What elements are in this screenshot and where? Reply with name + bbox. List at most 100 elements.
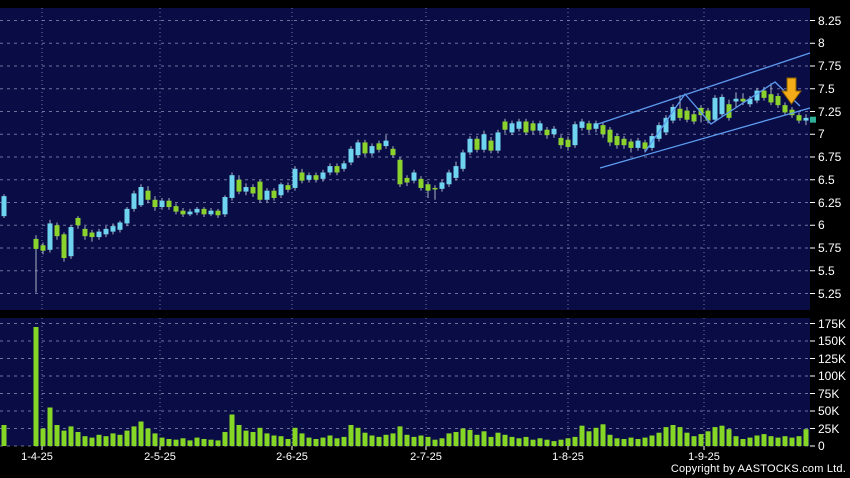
volume-tick-label: 100K bbox=[818, 369, 847, 383]
candle-down bbox=[768, 94, 774, 103]
candle-down bbox=[677, 108, 683, 118]
candle-up bbox=[537, 123, 543, 131]
candle-up bbox=[509, 123, 515, 133]
channel-upper-trendline bbox=[597, 52, 811, 125]
volume-bar bbox=[117, 434, 123, 446]
date-label: 1-8-25 bbox=[552, 451, 584, 463]
price-tick-label: 6.75 bbox=[818, 150, 842, 164]
candle-down bbox=[397, 159, 403, 185]
volume-bar bbox=[54, 425, 60, 446]
volume-bar bbox=[544, 439, 550, 446]
candle-down bbox=[166, 200, 172, 208]
volume-bar bbox=[292, 427, 298, 446]
candle-down bbox=[530, 123, 536, 131]
volume-bar bbox=[537, 438, 543, 446]
volume-bar bbox=[572, 436, 578, 446]
price-tick-label: 8.25 bbox=[818, 13, 842, 28]
volume-bar bbox=[257, 427, 263, 446]
volume-bar bbox=[495, 432, 501, 446]
volume-bar bbox=[313, 439, 319, 446]
candle-up bbox=[278, 184, 284, 196]
candle-up bbox=[439, 182, 445, 189]
candle-up bbox=[327, 166, 333, 173]
volume-bar bbox=[362, 432, 368, 446]
candle-down bbox=[614, 136, 620, 146]
volume-bar bbox=[96, 434, 102, 446]
candle-up bbox=[551, 128, 557, 135]
volume-bar bbox=[33, 327, 39, 446]
volume-bar bbox=[446, 433, 452, 446]
candle-down bbox=[75, 217, 81, 226]
volume-bar bbox=[481, 431, 487, 446]
candle-down bbox=[404, 177, 410, 183]
volume-tick-label: 150K bbox=[818, 334, 847, 348]
volume-bar bbox=[558, 439, 564, 446]
volume-bar bbox=[565, 438, 571, 446]
volume-bar bbox=[383, 434, 389, 446]
candle-down bbox=[33, 238, 39, 249]
volume-bar bbox=[341, 436, 347, 446]
volume-bar bbox=[369, 435, 375, 446]
candle-down bbox=[474, 138, 480, 150]
volume-bar bbox=[425, 436, 431, 446]
volume-bar bbox=[131, 426, 137, 446]
volume-bar bbox=[705, 431, 711, 446]
volume-bar bbox=[124, 430, 130, 446]
volume-bar bbox=[166, 439, 172, 446]
volume-bar bbox=[586, 431, 592, 446]
volume-bar bbox=[390, 433, 396, 446]
candle-up bbox=[194, 208, 200, 213]
candle-down bbox=[250, 187, 256, 194]
candle-up bbox=[110, 226, 116, 232]
copyright-text: Copyright by AASTOCKS.com Ltd. bbox=[670, 463, 846, 475]
volume-bar bbox=[614, 438, 620, 446]
price-tick-label: 6.5 bbox=[818, 172, 835, 187]
volume-bar bbox=[467, 429, 473, 446]
candle-up bbox=[572, 124, 578, 146]
volume-bar bbox=[187, 440, 193, 446]
volume-bar bbox=[789, 437, 795, 446]
candle-up bbox=[719, 96, 725, 115]
candle-up bbox=[341, 163, 347, 169]
volume-bar bbox=[334, 438, 340, 446]
volume-bar bbox=[348, 425, 354, 446]
candle-up bbox=[579, 121, 585, 128]
candle-up bbox=[229, 175, 235, 198]
volume-bar bbox=[201, 439, 207, 446]
volume-bar bbox=[208, 439, 214, 446]
volume-bar bbox=[649, 435, 655, 446]
price-tick-label: 7.25 bbox=[818, 104, 842, 119]
date-label: 2-6-25 bbox=[276, 451, 308, 463]
volume-bar bbox=[691, 436, 697, 446]
volume-bar bbox=[726, 429, 732, 446]
volume-bar bbox=[488, 436, 494, 446]
volume-bar bbox=[509, 436, 515, 446]
volume-bar bbox=[243, 430, 249, 446]
candle-down bbox=[180, 210, 186, 215]
volume-bar bbox=[299, 433, 305, 446]
candle-up bbox=[103, 228, 109, 235]
volume-bar bbox=[355, 427, 361, 446]
candle-up bbox=[243, 187, 249, 192]
candle-down bbox=[789, 109, 795, 116]
volume-bar bbox=[320, 437, 326, 446]
candle-down bbox=[523, 121, 529, 133]
candle-down bbox=[775, 96, 781, 106]
candle-up bbox=[138, 187, 144, 206]
candle-down bbox=[215, 210, 221, 216]
candle-down bbox=[761, 90, 767, 98]
candle-down bbox=[642, 142, 648, 149]
candle-up bbox=[124, 208, 130, 224]
volume-bar bbox=[775, 437, 781, 446]
volume-bar bbox=[180, 438, 186, 446]
candle-up bbox=[320, 172, 326, 179]
volume-bar bbox=[663, 427, 669, 446]
candle-down bbox=[285, 185, 291, 190]
candle-up bbox=[68, 227, 74, 257]
candle-up bbox=[208, 210, 214, 215]
volume-bar bbox=[684, 432, 690, 446]
candle-down bbox=[628, 141, 634, 148]
price-pane bbox=[0, 8, 810, 310]
candle-up bbox=[131, 193, 137, 209]
